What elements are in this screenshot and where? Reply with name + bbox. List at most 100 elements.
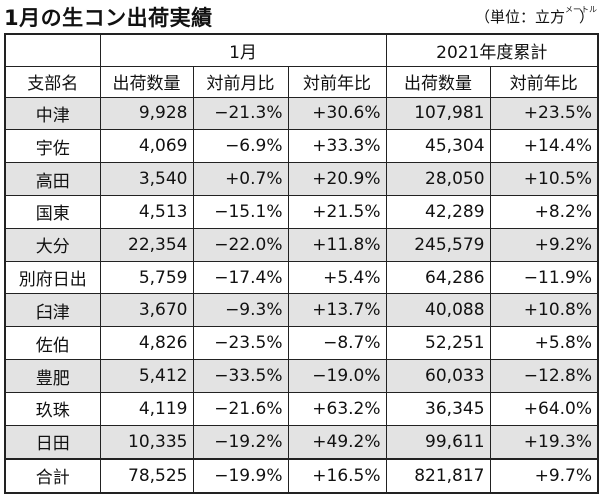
table-row: 臼津 3,670 −9.3% +13.7% 40,088 +10.8% (4, 293, 599, 328)
cell-prev-month: −21.3% (192, 96, 289, 131)
cell-prev-year-cumulative: +9.2% (489, 227, 599, 262)
cell-ship-qty-cumulative: 28,050 (385, 162, 491, 196)
header-prev-year: 対前年比 (287, 65, 387, 98)
header-row-group: 1月 2021年度累計 (4, 33, 599, 67)
cell-prev-month: −17.4% (192, 260, 289, 295)
cell-branch: 大分 (4, 227, 101, 262)
table-row: 中津 9,928 −21.3% +30.6% 107,981 +23.5% (4, 96, 599, 131)
unit-small: メートル (564, 5, 597, 14)
cell-prev-year-cumulative: +9.7% (489, 457, 599, 494)
cell-prev-month: −23.5% (192, 326, 289, 361)
table-row: 玖珠 4,119 −21.6% +63.2% 36,345 +64.0% (4, 391, 599, 426)
unit-close: ） (578, 8, 594, 26)
cell-prev-year: −19.0% (287, 359, 387, 393)
cell-prev-year-cumulative: +10.8% (489, 293, 599, 328)
cell-prev-year-cumulative: +5.8% (489, 326, 599, 361)
cell-ship-qty-cumulative: 60,033 (385, 359, 491, 393)
cell-prev-year: +13.7% (287, 293, 387, 328)
header-prev-month: 対前月比 (192, 65, 289, 98)
cell-prev-year-cumulative: +14.4% (489, 129, 599, 164)
cell-ship-qty-cumulative: 107,981 (385, 96, 491, 131)
cell-ship-qty: 3,540 (99, 162, 194, 196)
cell-prev-year: +21.5% (287, 194, 387, 229)
cell-ship-qty-cumulative: 45,304 (385, 129, 491, 164)
cell-prev-year-cumulative: +19.3% (489, 424, 599, 460)
table-row: 高田 3,540 +0.7% +20.9% 28,050 +10.5% (4, 162, 599, 196)
cell-prev-year: +63.2% (287, 391, 387, 426)
cell-branch: 別府日出 (4, 260, 101, 295)
shipment-table: 1月 2021年度累計 支部名 出荷数量 対前月比 対前年比 出荷数量 対前年比… (4, 33, 600, 494)
cell-prev-month: −33.5% (192, 359, 289, 393)
cell-ship-qty-cumulative: 64,286 (385, 260, 491, 295)
cell-ship-qty: 4,826 (99, 326, 194, 361)
table-row: 日田 10,335 −19.2% +49.2% 99,611 +19.3% (4, 424, 599, 460)
cell-prev-month: −22.0% (192, 227, 289, 262)
unit-note: （単位：立方メートル） (474, 5, 597, 27)
table-row: 別府日出 5,759 −17.4% +5.4% 64,286 −11.9% (4, 260, 599, 295)
cell-ship-qty-cumulative: 42,289 (385, 194, 491, 229)
cell-prev-year: +20.9% (287, 162, 387, 196)
cell-branch: 宇佐 (4, 129, 101, 164)
cell-branch: 玖珠 (4, 391, 101, 426)
cell-prev-year: +30.6% (287, 96, 387, 131)
cell-branch: 日田 (4, 424, 101, 460)
cell-ship-qty: 4,069 (99, 129, 194, 164)
table-body: 中津 9,928 −21.3% +30.6% 107,981 +23.5% 宇佐 4,069−… (4, 96, 599, 494)
header-prev-year-cumulative: 対前年比 (489, 65, 599, 98)
cell-ship-qty-cumulative: 99,611 (385, 424, 491, 460)
cell-ship-qty: 5,412 (99, 359, 194, 393)
cell-prev-year: +33.3% (287, 129, 387, 164)
cell-prev-month: −19.2% (192, 424, 289, 460)
unit-open: （単位：立方 (474, 8, 565, 26)
cell-branch: 豊肥 (4, 359, 101, 393)
header-branch: 支部名 (4, 65, 101, 98)
cell-prev-month: −19.9% (192, 457, 289, 494)
cell-prev-year-cumulative: +10.5% (489, 162, 599, 196)
cell-prev-month: −9.3% (192, 293, 289, 328)
cell-ship-qty-cumulative: 36,345 (385, 391, 491, 426)
cell-prev-year-cumulative: +8.2% (489, 194, 599, 229)
cell-branch: 中津 (4, 96, 101, 131)
cell-prev-year-cumulative: +64.0% (489, 391, 599, 426)
page-title: 1月の生コン出荷実績 (4, 6, 213, 30)
cell-ship-qty-cumulative: 821,817 (385, 457, 491, 494)
table-row: 佐伯 4,826 −23.5% −8.7% 52,251 +5.8% (4, 326, 599, 361)
cell-ship-qty: 22,354 (99, 227, 194, 262)
cell-prev-year: −8.7% (287, 326, 387, 361)
cell-prev-year: +49.2% (287, 424, 387, 460)
header-ship-qty: 出荷数量 (99, 65, 194, 98)
table-row: 大分 22,354 −22.0% +11.8% 245,579 +9.2% (4, 227, 599, 262)
cell-branch: 合計 (4, 457, 101, 494)
total-row: 合計 78,525 −19.9% +16.5% 821,817 +9.7% (4, 457, 599, 494)
table-row: 宇佐 4,069 −6.9% +33.3% 45,304 +14.4% (4, 129, 599, 164)
cell-prev-month: +0.7% (192, 162, 289, 196)
cell-prev-month: −6.9% (192, 129, 289, 164)
cell-branch: 高田 (4, 162, 101, 196)
cell-ship-qty: 5,759 (99, 260, 194, 295)
table-row: 豊肥 5,412 −33.5% −19.0% 60,033 −12.8% (4, 359, 599, 393)
header-month-group: 1月 (99, 33, 387, 67)
cell-branch: 臼津 (4, 293, 101, 328)
cell-prev-year-cumulative: −11.9% (489, 260, 599, 295)
cell-ship-qty: 3,670 (99, 293, 194, 328)
cell-ship-qty: 10,335 (99, 424, 194, 460)
cell-prev-year: +5.4% (287, 260, 387, 295)
header-row-columns: 支部名 出荷数量 対前月比 対前年比 出荷数量 対前年比 (4, 65, 599, 98)
table-row: 国東 4,513 −15.1% +21.5% 42,289 +8.2% (4, 194, 599, 229)
cell-ship-qty: 78,525 (99, 457, 194, 494)
cell-prev-year-cumulative: −12.8% (489, 359, 599, 393)
cell-branch: 佐伯 (4, 326, 101, 361)
cell-prev-year: +11.8% (287, 227, 387, 262)
cell-ship-qty-cumulative: 52,251 (385, 326, 491, 361)
cell-prev-year-cumulative: +23.5% (489, 96, 599, 131)
header-year-group: 2021年度累計 (385, 33, 599, 67)
cell-branch: 国東 (4, 194, 101, 229)
cell-ship-qty: 4,513 (99, 194, 194, 229)
cell-prev-year: +16.5% (287, 457, 387, 494)
cell-prev-month: −15.1% (192, 194, 289, 229)
cell-ship-qty: 9,928 (99, 96, 194, 131)
cell-ship-qty-cumulative: 245,579 (385, 227, 491, 262)
header-ship-qty-cumulative: 出荷数量 (385, 65, 491, 98)
cell-prev-month: −21.6% (192, 391, 289, 426)
